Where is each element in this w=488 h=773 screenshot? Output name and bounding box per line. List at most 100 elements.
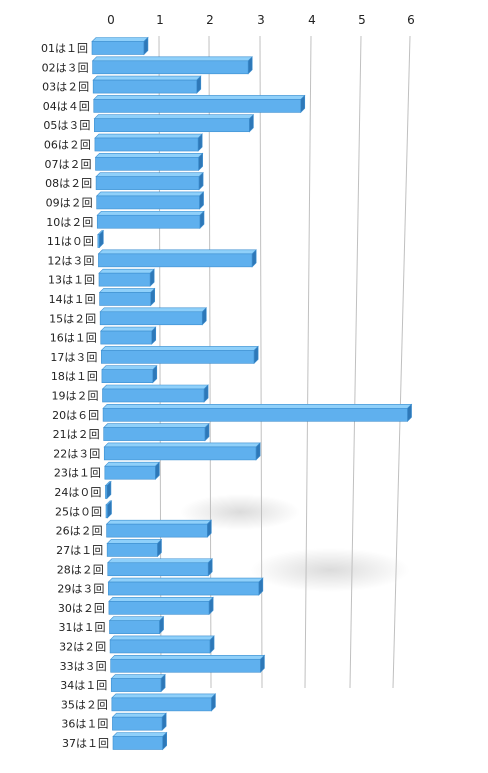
bar-top [112,732,168,737]
bar-34 [110,673,166,693]
bars [91,36,413,751]
bar-top [101,384,209,390]
bar-side [149,268,155,287]
category-label: 11は０回 [47,235,94,248]
bar-11 [97,229,105,249]
bar-side [151,326,157,345]
bar-face [106,523,208,538]
bar-top [91,37,149,42]
bar-side [201,307,207,326]
bar-face [96,195,200,210]
bar-1 [91,36,149,56]
bar-face [103,446,257,461]
bar-side [247,56,253,75]
category-label: 21は２回 [53,428,100,441]
bar-face [100,330,153,345]
bar-side [203,384,209,403]
bar-9 [95,191,205,210]
x-tick-label: 0 [107,13,115,27]
bar-8 [95,171,204,191]
bar-side [209,635,215,654]
bar-side [150,287,156,307]
grid-line-6 [392,35,411,689]
bar-face [92,79,198,94]
category-label: 24は０回 [54,486,101,499]
category-label: 37は１回 [62,737,109,750]
bar-face [96,214,201,229]
bar-top [109,635,215,641]
bar-top [103,442,261,448]
bar-side [407,403,412,423]
bar-side [155,461,160,480]
category-label: 13は１回 [48,274,95,287]
bar-22 [103,442,261,461]
category-label: 20は６回 [52,409,99,422]
bar-side [211,693,216,712]
bar-side [204,422,210,442]
bar-face [98,253,253,268]
category-label: 12は３回 [47,254,94,267]
bar-top [95,191,205,197]
category-label: 08は２回 [45,177,92,190]
bar-side [199,191,204,210]
bar-32 [109,635,215,654]
category-label: 33は３回 [60,660,107,673]
bar-face [91,41,145,55]
bar-side [199,210,205,229]
bar-2 [91,56,253,75]
bar-30 [108,596,214,616]
bar-face [101,350,255,364]
bar-3 [92,75,202,94]
bar-face [112,736,163,750]
category-label: 06は２回 [44,139,91,152]
category-label: 22は３回 [53,447,100,460]
category-label: 15は２回 [49,312,96,325]
bar-33 [109,654,266,674]
category-label: 23は１回 [54,467,101,480]
bar-side [198,171,204,191]
grid-line-4 [304,35,312,689]
bar-side [208,596,214,616]
x-tick-label: 3 [257,13,265,27]
bar-top [100,326,157,332]
category-label: 32は２回 [59,640,106,653]
category-label: 34は１回 [60,679,107,692]
x-tick-label: 5 [358,13,366,27]
category-label: 17は３回 [50,351,97,364]
bar-top [108,616,165,621]
bar-face [101,369,154,383]
bar-18 [101,364,158,384]
bar-4 [93,94,306,114]
category-label: 30は２回 [58,602,105,615]
bar-top [98,268,155,274]
bar-face [111,697,212,712]
bar-side [253,345,259,365]
bar-side [157,538,162,558]
bar-face [109,620,160,634]
category-label: 36は１回 [61,718,108,731]
bar-side [152,364,158,384]
bar-27 [106,538,163,558]
bar-side [196,75,202,94]
x-tick-label: 6 [407,13,415,27]
bar-face [92,60,249,75]
bar-top [109,654,266,660]
bar-26 [105,519,213,538]
bar-face [103,427,206,441]
category-label: 02は３回 [42,61,89,74]
x-tick-label: 1 [156,13,164,27]
category-label: 31は１回 [59,621,106,634]
bar-14 [98,287,156,307]
bar-5 [93,113,255,133]
bar-side [260,654,265,674]
category-label: 29は３回 [57,583,104,596]
bar-face [110,658,261,673]
bar-31 [108,615,165,635]
bar-top [95,172,204,177]
bar-top [110,674,166,679]
bar-face [93,99,302,113]
bar-top [98,288,156,293]
bar-top [91,56,253,62]
category-label: 16は１回 [50,332,97,345]
